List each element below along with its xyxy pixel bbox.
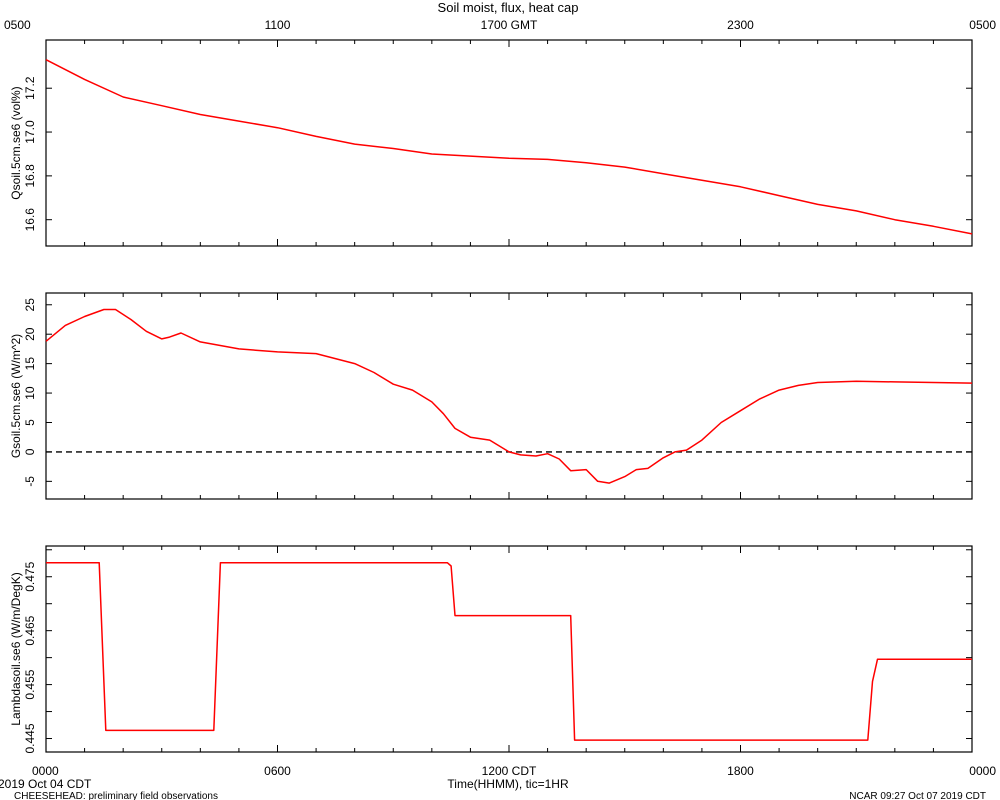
panel-frame xyxy=(45,39,973,247)
y-tick-label: 5 xyxy=(23,419,37,426)
bottom-tick-label: 1800 xyxy=(727,764,754,778)
y-tick-label: 16.8 xyxy=(23,164,37,188)
bottom-tick-label: 0000 xyxy=(32,764,59,778)
top-tick-label: 0500 xyxy=(969,18,996,32)
bottom-tick-label: 0000 xyxy=(969,764,996,778)
top-tick-label: 1100 xyxy=(265,18,291,32)
y-tick-label: 0.445 xyxy=(23,723,37,753)
y-tick-label: 20 xyxy=(23,327,37,341)
y-tick-label: 0 xyxy=(23,448,37,455)
y-tick-label: 25 xyxy=(23,298,37,312)
series-line xyxy=(45,59,973,235)
y-tick-label: 16.6 xyxy=(23,208,37,232)
y-axis-label: Gsoil.5cm.se6 (W/m^2) xyxy=(9,334,23,458)
chart-title: Soil moist, flux, heat cap xyxy=(438,0,579,15)
y-tick-label: 17.2 xyxy=(23,76,37,100)
y-tick-label: 10 xyxy=(23,386,37,400)
panel-frame xyxy=(45,292,973,500)
top-tick-label: 1700 GMT xyxy=(481,18,538,32)
y-tick-label: 0.465 xyxy=(23,615,37,645)
top-time-axis: 0500 1100 1700 GMT 2300 0500 xyxy=(4,18,996,32)
y-tick-label: 0.455 xyxy=(23,669,37,699)
footer-left: CHEESEHEAD: preliminary field observatio… xyxy=(14,791,218,800)
y-axis-label: Qsoil.5cm.se6 (vol%) xyxy=(9,86,23,199)
bottom-time-axis: 0000 0600 1200 CDT 1800 0000 xyxy=(32,764,996,778)
y-tick-label: 0.475 xyxy=(23,561,37,591)
top-tick-label: 2300 xyxy=(727,18,754,32)
y-tick-label: -5 xyxy=(23,476,37,487)
y-tick-label: 17.0 xyxy=(23,120,37,144)
panel-frame xyxy=(45,545,973,753)
bottom-tick-label: 1200 CDT xyxy=(482,764,537,778)
bottom-axis-label: Time(HHMM), tic=1HR xyxy=(447,777,569,791)
top-tick-label: 0500 xyxy=(4,18,31,32)
panel-2: -5 0 5 10 15 20 25 Gsoil.5cm.se6 (W/m^2) xyxy=(9,292,973,500)
series-line xyxy=(45,308,973,484)
series-line xyxy=(46,561,972,741)
date-label: 2019 Oct 04 CDT xyxy=(0,777,92,791)
bottom-tick-label: 0600 xyxy=(264,764,291,778)
y-tick-label: 15 xyxy=(23,357,37,371)
footer-right: NCAR 09:27 Oct 07 2019 CDT xyxy=(849,791,986,800)
y-axis-label: Lambdasoil.se6 (W/m/DegK) xyxy=(9,572,23,725)
